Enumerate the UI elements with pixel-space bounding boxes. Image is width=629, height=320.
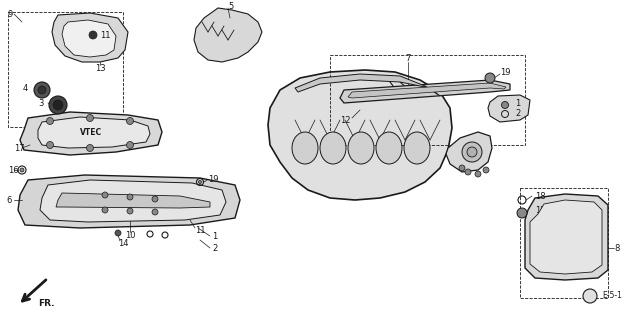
Circle shape (483, 167, 489, 173)
Text: 5: 5 (228, 2, 233, 11)
Text: 2: 2 (212, 244, 217, 252)
Polygon shape (488, 95, 530, 122)
Text: FR.: FR. (38, 299, 55, 308)
Circle shape (467, 147, 477, 157)
Polygon shape (340, 80, 510, 103)
Polygon shape (20, 112, 162, 155)
Polygon shape (268, 70, 452, 200)
Bar (330, 55, 525, 145)
Circle shape (127, 194, 133, 200)
Circle shape (127, 208, 133, 214)
Circle shape (87, 115, 94, 122)
Bar (8, 12, 123, 127)
Circle shape (152, 209, 158, 215)
Circle shape (53, 100, 63, 110)
Polygon shape (62, 20, 116, 57)
Polygon shape (18, 175, 240, 228)
Text: 10: 10 (125, 230, 135, 239)
Polygon shape (38, 117, 150, 148)
Circle shape (47, 117, 53, 124)
Circle shape (465, 169, 471, 175)
Text: 19: 19 (208, 174, 218, 183)
Text: 1: 1 (515, 99, 520, 108)
Bar (520, 188, 608, 298)
Text: 2: 2 (515, 108, 520, 117)
Text: E-5-1: E-5-1 (602, 292, 622, 300)
Text: 12: 12 (340, 116, 350, 124)
Circle shape (152, 196, 158, 202)
Circle shape (102, 207, 108, 213)
Text: 11: 11 (195, 226, 206, 235)
Text: 1: 1 (212, 231, 217, 241)
Text: 13: 13 (95, 63, 106, 73)
Polygon shape (446, 132, 492, 172)
Circle shape (517, 208, 527, 218)
Text: 7: 7 (405, 53, 411, 62)
Polygon shape (56, 193, 210, 208)
Polygon shape (40, 180, 226, 222)
Text: 19: 19 (500, 68, 511, 76)
Circle shape (102, 192, 108, 198)
Circle shape (462, 142, 482, 162)
Circle shape (485, 73, 495, 83)
Ellipse shape (348, 132, 374, 164)
Text: 4: 4 (23, 84, 28, 92)
Text: 18: 18 (535, 191, 545, 201)
Ellipse shape (404, 132, 430, 164)
Circle shape (34, 82, 50, 98)
Ellipse shape (376, 132, 402, 164)
Polygon shape (525, 194, 608, 280)
Text: 14: 14 (118, 238, 128, 247)
Ellipse shape (292, 132, 318, 164)
Text: 16: 16 (8, 165, 19, 174)
Text: 11: 11 (100, 30, 111, 39)
Polygon shape (348, 83, 506, 98)
Ellipse shape (320, 132, 346, 164)
Circle shape (47, 141, 53, 148)
Polygon shape (530, 200, 602, 274)
Text: VTEC: VTEC (80, 127, 102, 137)
Text: 3: 3 (38, 99, 44, 108)
Circle shape (459, 165, 465, 171)
Circle shape (501, 101, 508, 108)
Circle shape (583, 289, 597, 303)
Circle shape (49, 96, 67, 114)
Polygon shape (194, 8, 262, 62)
Text: 15: 15 (535, 205, 545, 214)
Circle shape (87, 145, 94, 151)
Circle shape (126, 141, 133, 148)
Text: 9: 9 (8, 10, 13, 19)
Circle shape (199, 180, 201, 183)
Text: 6: 6 (6, 196, 11, 204)
Text: 8: 8 (614, 244, 620, 252)
Circle shape (20, 168, 24, 172)
Circle shape (475, 171, 481, 177)
Circle shape (38, 86, 46, 94)
Polygon shape (52, 13, 128, 62)
Polygon shape (295, 74, 440, 96)
Text: 17: 17 (14, 143, 25, 153)
Circle shape (89, 31, 97, 39)
Circle shape (126, 117, 133, 124)
Circle shape (115, 230, 121, 236)
